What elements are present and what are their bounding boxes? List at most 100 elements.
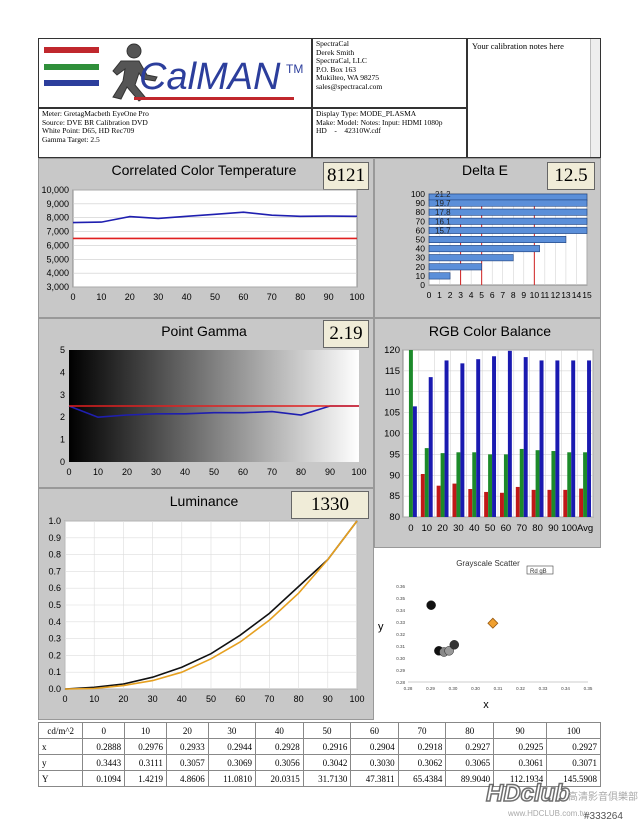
- y-tick-label: 120: [384, 345, 400, 356]
- x-tick-label: 60: [238, 467, 248, 477]
- y-tick-label: 0.35: [396, 596, 405, 601]
- blue-bar: [555, 360, 560, 517]
- table-header-cell: 0: [82, 722, 126, 739]
- table-header-cell: 60: [350, 722, 399, 739]
- x-tick-label: 30: [153, 292, 163, 302]
- y-tick-label: 8,000: [46, 213, 69, 223]
- cct-title: Correlated Color Temperature: [111, 162, 297, 178]
- green-bar: [488, 454, 493, 517]
- x-tick-label: 0.33: [539, 686, 548, 691]
- delta-e-bar: [428, 208, 588, 216]
- contact-line: Derek Smith: [316, 47, 355, 57]
- y-tick-label: 4: [60, 367, 65, 377]
- y-tick-label: 0.0: [48, 684, 61, 694]
- logo-underline: [134, 97, 294, 100]
- notes-box[interactable]: Your calibration notes here: [467, 38, 601, 158]
- scatter-xlabel: x: [483, 699, 489, 711]
- x-tick-label: 90: [325, 467, 335, 477]
- x-tick-label: 20: [125, 292, 135, 302]
- delta-e-bar: [428, 254, 514, 262]
- meter-line: Meter: GretagMacbeth EyeOne Pro: [42, 109, 149, 118]
- watermark: HDclub 高清影音俱樂部 www.HDCLUB.com.tw #333264: [485, 779, 638, 826]
- blue-bar: [476, 359, 481, 517]
- y-tick-label: 0: [60, 457, 65, 467]
- bar-data-label: 19.7: [435, 199, 451, 208]
- y-tick-label: 95: [389, 449, 400, 460]
- x-tick-label: 7: [500, 290, 505, 300]
- delta-e-value: 12.5: [547, 162, 595, 190]
- table-header-cell: 20: [165, 722, 209, 739]
- y-tick-label: 10: [416, 271, 426, 281]
- table-cell: 31.7130: [302, 770, 352, 787]
- y-tick-label: 80: [389, 512, 400, 523]
- bar-data-label: 16.1: [435, 217, 451, 226]
- series-line-cct: [72, 211, 358, 224]
- y-tick-label: 5: [60, 345, 65, 355]
- x-tick-label: 50: [209, 467, 219, 477]
- y-tick-label: 100: [384, 429, 400, 440]
- logo-box: CalMAN TM: [38, 38, 312, 108]
- x-tick-label: 14: [572, 290, 582, 300]
- bar-data-label: 21.2: [435, 190, 451, 199]
- red-bar: [452, 483, 457, 517]
- y-tick-label: 0.8: [48, 550, 61, 560]
- bar-data-label: 15.7: [435, 226, 451, 235]
- x-tick-label: 100: [349, 292, 364, 302]
- x-tick-label: 20: [122, 467, 132, 477]
- table-cell: 0.3030: [350, 754, 399, 771]
- display-line: Make: Model: Notes: Input: HDMI 1080p: [316, 117, 443, 127]
- green-bar: [551, 451, 556, 517]
- y-tick-label: 80: [416, 207, 426, 217]
- green-bar: [408, 350, 413, 517]
- red-bar: [436, 485, 441, 517]
- y-tick-label: 0.36: [396, 584, 405, 589]
- scatter-ylabel: y: [378, 621, 384, 633]
- table-cell: 0.2933: [165, 738, 209, 755]
- table-cell: 0.3042: [302, 754, 352, 771]
- table-cell: 0.2904: [350, 738, 399, 755]
- table-cell: 112.1934: [493, 770, 548, 787]
- table-header-cell: 40: [254, 722, 304, 739]
- green-bar: [567, 452, 572, 517]
- scatter-point-target: [487, 617, 499, 629]
- blue-bar: [539, 360, 544, 517]
- red-bar: [579, 488, 584, 517]
- meter-line: Source: DVE BR Calibration DVD: [42, 117, 148, 127]
- table-cell: 0.2944: [207, 738, 256, 755]
- meter-info-box: Meter: GretagMacbeth EyeOne Pro Source: …: [38, 108, 312, 158]
- table-cell: 1.4219: [124, 770, 167, 787]
- x-tick-label: 20: [437, 523, 448, 534]
- table-cell: 20.0315: [254, 770, 304, 787]
- x-tick-label: 40: [182, 292, 192, 302]
- green-bar: [583, 452, 588, 517]
- red-bar: [468, 489, 473, 517]
- red-bar: [420, 473, 425, 517]
- x-tick-label: 30: [151, 467, 161, 477]
- table-cell: 0.3111: [124, 754, 167, 771]
- table-header-cell: 70: [397, 722, 447, 739]
- contact-line: P.O. Box 163: [316, 64, 357, 74]
- table-cell: 0.2916: [302, 738, 352, 755]
- blue-bar: [444, 360, 449, 517]
- x-tick-label: 70: [267, 467, 277, 477]
- table-header-cell: 50: [302, 722, 352, 739]
- table-row-label: y: [37, 754, 84, 771]
- x-tick-label: 100: [351, 467, 366, 477]
- y-tick-label: 1: [60, 435, 65, 445]
- rgb-chart: 120 115 110 105 100 95 90 85 80 0 10 20 30 40 50 60 70 80…: [384, 345, 594, 534]
- delta-e-bar: [428, 236, 567, 243]
- notes-scrollbar[interactable]: [590, 39, 600, 157]
- x-tick-label: 90: [323, 694, 333, 704]
- y-tick-label: 110: [385, 387, 400, 398]
- scatter-legend-box: [526, 565, 554, 575]
- x-tick-label: 70: [516, 523, 527, 534]
- y-tick-label: 0.6: [48, 583, 61, 593]
- x-tick-label: 40: [469, 523, 480, 534]
- blue-bar: [587, 360, 592, 517]
- x-tick-label: 90: [324, 292, 334, 302]
- rgb-panel: RGB Color Balance 120 115 110 105 100 95 90 85 8…: [374, 318, 601, 548]
- green-bar: [519, 448, 524, 517]
- table-cell: 11.0810: [207, 770, 256, 787]
